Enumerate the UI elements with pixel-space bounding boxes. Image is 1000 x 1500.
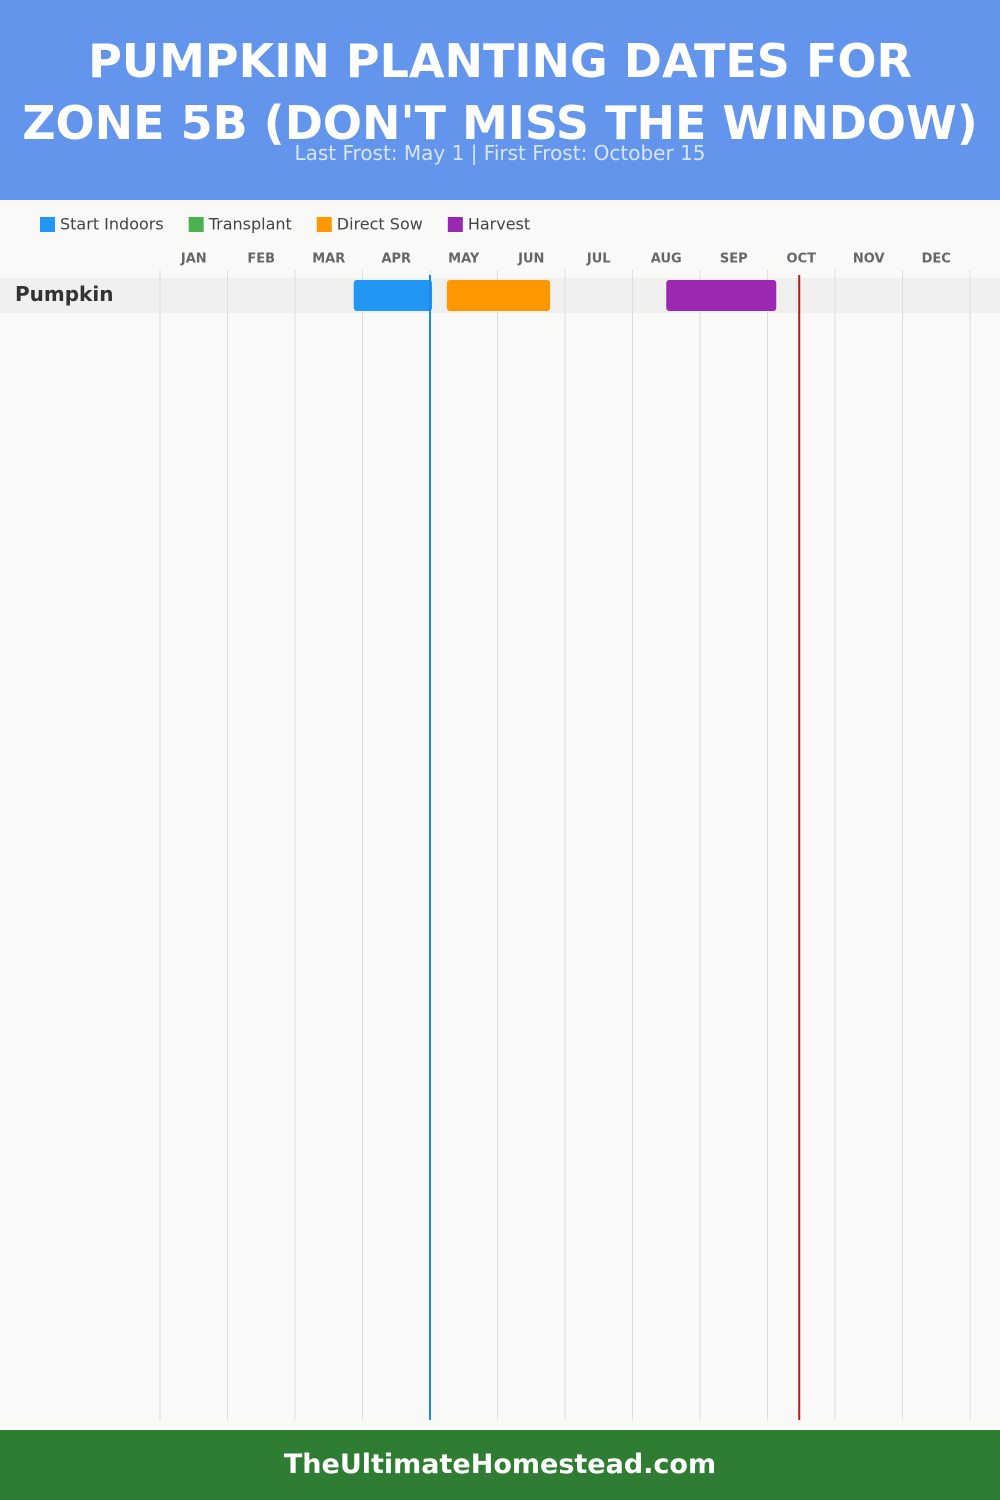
- legend-label: Start Indoors: [60, 215, 164, 234]
- month-label: AUG: [651, 252, 682, 267]
- header: [0, 0, 1000, 200]
- month-label: OCT: [787, 252, 817, 267]
- month-label: JAN: [180, 252, 207, 267]
- month-label: DEC: [922, 252, 951, 267]
- month-label: JUN: [517, 252, 544, 267]
- month-label: MAR: [312, 252, 345, 267]
- legend-label: Direct Sow: [337, 215, 423, 234]
- chart-title: PUMPKIN PLANTING DATES FOR ZONE 5B (DON'…: [22, 34, 978, 150]
- legend-swatch: [316, 217, 332, 232]
- legend-swatch: [40, 217, 55, 232]
- month-label: FEB: [247, 252, 275, 267]
- legend-swatch: [188, 217, 204, 232]
- chart-subtitle: Last Frost: May 1 | First Frost: October…: [294, 141, 706, 165]
- bar: [446, 280, 551, 311]
- month-label: JUL: [586, 252, 611, 267]
- month-label: NOV: [853, 252, 885, 267]
- legend-swatch: [447, 217, 463, 232]
- month-label: SEP: [720, 252, 748, 267]
- legend-label: Transplant: [208, 215, 292, 234]
- bar: [666, 280, 777, 311]
- chart: Start Indoors Transplant Direct Sow Harvest…: [0, 215, 1000, 1420]
- month-label: APR: [381, 252, 411, 267]
- bar: [353, 280, 433, 311]
- row-label: Pumpkin: [15, 282, 113, 306]
- month-label: MAY: [448, 252, 480, 267]
- legend-label: Harvest: [468, 215, 530, 234]
- footer: TheUltimateHomestead.com: [0, 1430, 1000, 1500]
